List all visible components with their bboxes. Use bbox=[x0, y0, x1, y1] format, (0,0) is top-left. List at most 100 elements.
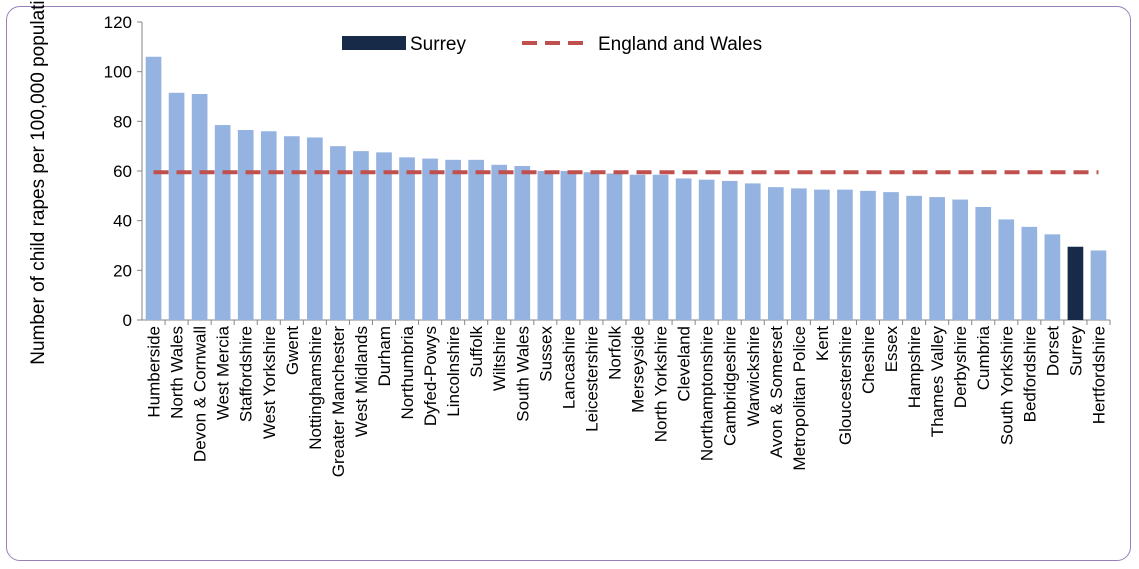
x-tick-label: Surrey bbox=[1066, 326, 1085, 377]
bar-durham bbox=[376, 152, 392, 320]
x-tick-label: Leicestershire bbox=[582, 326, 601, 432]
bar-lincolnshire bbox=[445, 159, 461, 320]
x-tick-label: Staffordshire bbox=[237, 326, 256, 422]
bar-north-yorkshire bbox=[652, 174, 669, 320]
x-tick-label: Durham bbox=[375, 326, 394, 386]
x-tick-label: Lincolnshire bbox=[444, 326, 463, 417]
bar-northamptonshire bbox=[698, 179, 715, 320]
x-tick-label: Humberside bbox=[145, 326, 164, 418]
bar-norfolk bbox=[606, 173, 623, 320]
x-tick-label: Devon & Cornwall bbox=[191, 326, 210, 462]
bar-metropolitan-police bbox=[791, 188, 807, 320]
bar-gloucestershire bbox=[837, 189, 853, 320]
bar-cheshire bbox=[860, 190, 876, 320]
bar-humberside bbox=[145, 56, 162, 321]
bar-south-yorkshire bbox=[998, 219, 1015, 320]
x-tick-label: Suffolk bbox=[467, 326, 486, 378]
x-tick-label: Hertfordshire bbox=[1089, 326, 1108, 424]
x-tick-label: Hampshire bbox=[905, 326, 924, 408]
bar-avon-somerset bbox=[767, 187, 784, 320]
bar-west-midlands bbox=[353, 151, 369, 320]
x-tick-label: Merseyside bbox=[629, 326, 648, 413]
x-tick-label: Kent bbox=[813, 326, 832, 361]
bar-west-mercia bbox=[214, 125, 231, 320]
bar-wiltshire bbox=[491, 164, 508, 320]
x-tick-label: Metropolitan Police bbox=[790, 326, 809, 471]
bar-dorset bbox=[1044, 234, 1061, 320]
bar-merseyside bbox=[629, 174, 646, 320]
y-tick-label: 0 bbox=[123, 311, 132, 330]
bar-greater-manchester bbox=[330, 146, 346, 320]
x-tick-label: Nottinghamshire bbox=[306, 326, 325, 450]
legend-swatch-surrey bbox=[342, 36, 406, 50]
x-tick-label: Lancashire bbox=[559, 326, 578, 409]
x-tick-label: Gloucestershire bbox=[836, 326, 855, 445]
bar-thames-valley bbox=[929, 197, 945, 320]
x-tick-label: Cleveland bbox=[675, 326, 694, 402]
x-tick-label: Gwent bbox=[283, 326, 302, 375]
y-tick-label: 120 bbox=[104, 13, 132, 32]
chart-frame bbox=[6, 6, 1131, 561]
x-tick-label: West Yorkshire bbox=[260, 326, 279, 439]
bar-nottinghamshire bbox=[307, 137, 323, 320]
bar-hertfordshire bbox=[1090, 250, 1107, 320]
bar-cleveland bbox=[675, 178, 692, 320]
bar-surrey bbox=[1067, 246, 1084, 320]
x-tick-label: Essex bbox=[882, 326, 901, 373]
x-tick-label: Cambridgeshire bbox=[721, 326, 740, 446]
bar-northumbria bbox=[399, 157, 415, 320]
bar-staffordshire bbox=[237, 130, 254, 320]
bar-cumbria bbox=[975, 207, 992, 320]
x-tick-label: Warwickshire bbox=[744, 326, 763, 426]
y-tick-label: 80 bbox=[113, 112, 132, 131]
x-tick-label: Dyfed-Powys bbox=[421, 326, 440, 426]
bar-hampshire bbox=[906, 195, 922, 320]
x-tick-label: Northamptonshire bbox=[698, 326, 717, 461]
bar-kent bbox=[814, 189, 830, 320]
bar-derbyshire bbox=[952, 199, 969, 320]
bar-dyfed-powys bbox=[422, 158, 438, 320]
x-tick-label: Dorset bbox=[1043, 326, 1062, 376]
legend-label-england-and-wales: England and Wales bbox=[598, 34, 762, 55]
y-tick-label: 20 bbox=[113, 261, 132, 280]
legend: Surrey England and Wales bbox=[342, 34, 762, 55]
bar-north-wales bbox=[168, 92, 185, 321]
bar-leicestershire bbox=[583, 172, 600, 320]
y-tick-label: 60 bbox=[113, 162, 132, 181]
bar-sussex bbox=[537, 171, 554, 320]
bar-warwickshire bbox=[744, 183, 761, 320]
x-tick-label: West Mercia bbox=[214, 325, 233, 420]
bar-south-wales bbox=[514, 166, 531, 320]
x-tick-label: Northumbria bbox=[398, 325, 417, 419]
bar-suffolk bbox=[468, 159, 485, 320]
bar-cambridgeshire bbox=[721, 180, 738, 320]
bar-gwent bbox=[283, 136, 300, 320]
y-tick-label: 100 bbox=[104, 63, 132, 82]
x-tick-label: Greater Manchester bbox=[329, 326, 348, 478]
x-tick-label: South Yorkshire bbox=[997, 326, 1016, 445]
x-tick-label: North Yorkshire bbox=[652, 326, 671, 442]
bar-essex bbox=[883, 192, 899, 320]
x-tick-label: Thames Valley bbox=[928, 326, 947, 438]
bars bbox=[145, 56, 1107, 321]
x-tick-label: Cheshire bbox=[859, 326, 878, 394]
bar-devon-cornwall bbox=[191, 94, 208, 321]
x-tick-label: West Midlands bbox=[352, 326, 371, 437]
y-axis-label: Number of child rapes per 100,000 popula… bbox=[28, 0, 49, 365]
x-tick-label: Sussex bbox=[536, 326, 555, 382]
x-tick-label: Wiltshire bbox=[490, 326, 509, 391]
x-tick-label: North Wales bbox=[168, 326, 187, 419]
x-tick-label: South Wales bbox=[513, 326, 532, 422]
x-tick-label: Norfolk bbox=[605, 326, 624, 380]
x-tick-label: Cumbria bbox=[974, 325, 993, 390]
axes: 0 20 40 60 80 100 120 Humberside North Wales Devo… bbox=[104, 13, 1111, 478]
bar-bedfordshire bbox=[1021, 226, 1038, 320]
legend-label-surrey: Surrey bbox=[410, 34, 466, 55]
x-tick-label: Bedfordshire bbox=[1020, 326, 1039, 422]
x-tick-label: Avon & Somerset bbox=[767, 326, 786, 458]
x-tick-label: Derbyshire bbox=[951, 326, 970, 408]
y-tick-label: 40 bbox=[113, 212, 132, 231]
bar-west-yorkshire bbox=[260, 131, 277, 320]
bar-lancashire bbox=[560, 171, 577, 320]
